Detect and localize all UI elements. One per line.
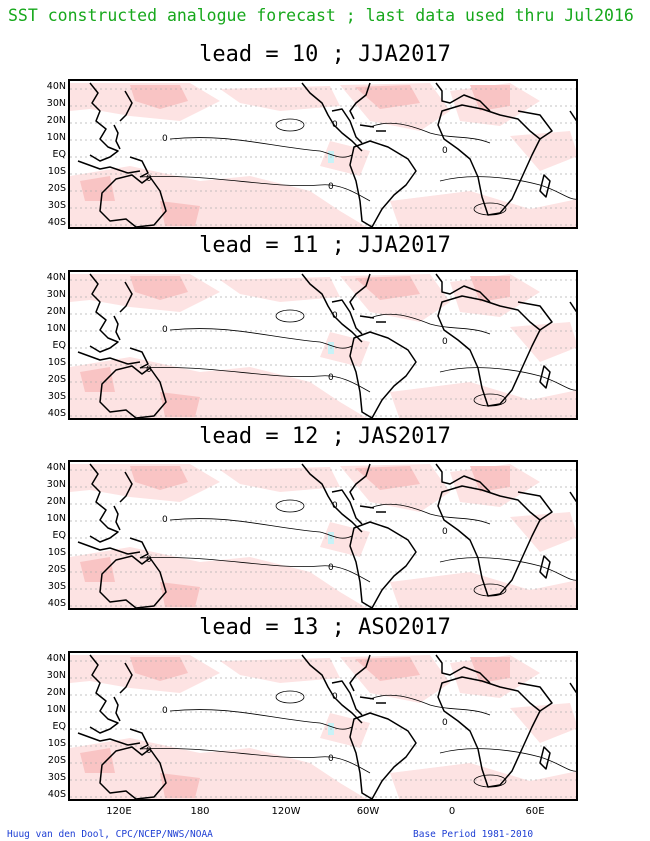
lat-label-eq: EQ: [52, 340, 66, 351]
lat-label-40s: 40S: [47, 789, 66, 800]
panel-title-lead-11: lead = 11 ; JJA2017: [199, 233, 451, 258]
lat-label-30n: 30N: [46, 289, 66, 300]
lat-label-30s: 30S: [47, 200, 66, 211]
lat-label-20n: 20N: [46, 306, 66, 317]
lat-label-10n: 10N: [46, 704, 66, 715]
panel-title-lead-12: lead = 12 ; JAS2017: [199, 424, 451, 449]
lat-label-20s: 20S: [47, 755, 66, 766]
credit-author: Huug van den Dool, CPC/NCEP/NWS/NOAA: [7, 829, 213, 840]
map-svg: [70, 273, 576, 418]
lat-label-20n: 20N: [46, 687, 66, 698]
lat-label-20s: 20S: [47, 374, 66, 385]
lat-label-40n: 40N: [46, 462, 66, 473]
lat-label-30n: 30N: [46, 479, 66, 490]
lat-label-40s: 40S: [47, 408, 66, 419]
lon-label-120w: 120W: [271, 806, 301, 817]
lon-label-0: 0: [448, 806, 456, 817]
lat-label-40n: 40N: [46, 653, 66, 664]
map-panel-lead-12: [68, 460, 578, 610]
map-svg: [70, 654, 576, 799]
lat-label-40s: 40S: [47, 217, 66, 228]
lat-label-eq: EQ: [52, 530, 66, 541]
lat-label-20n: 20N: [46, 496, 66, 507]
panel-title-lead-13: lead = 13 ; ASO2017: [199, 615, 451, 640]
lat-label-10n: 10N: [46, 323, 66, 334]
map-svg: [70, 82, 576, 227]
lat-label-eq: EQ: [52, 721, 66, 732]
panel-title-lead-10: lead = 10 ; JJA2017: [199, 42, 451, 67]
lat-label-20s: 20S: [47, 564, 66, 575]
lat-label-30s: 30S: [47, 772, 66, 783]
lon-label-120e: 120E: [106, 806, 132, 817]
lat-label-10s: 10S: [47, 166, 66, 177]
lat-label-20s: 20S: [47, 183, 66, 194]
credit-base-period: Base Period 1981-2010: [413, 829, 534, 840]
lat-label-30n: 30N: [46, 98, 66, 109]
lon-label-180: 180: [190, 806, 210, 817]
lat-label-10n: 10N: [46, 132, 66, 143]
lat-label-40n: 40N: [46, 272, 66, 283]
lat-label-40n: 40N: [46, 81, 66, 92]
lat-label-10s: 10S: [47, 738, 66, 749]
page-title: SST constructed analogue forecast ; last…: [8, 6, 634, 25]
lat-label-eq: EQ: [52, 149, 66, 160]
lat-label-10s: 10S: [47, 357, 66, 368]
map-panel-lead-13: [68, 651, 578, 801]
lon-label-60w: 60W: [356, 806, 380, 817]
map-panel-lead-10: [68, 79, 578, 229]
lat-label-40s: 40S: [47, 598, 66, 609]
map-svg: [70, 463, 576, 608]
lon-label-60e: 60E: [525, 806, 545, 817]
lat-label-10s: 10S: [47, 547, 66, 558]
lat-label-30s: 30S: [47, 581, 66, 592]
map-panel-lead-11: [68, 270, 578, 420]
lat-label-30s: 30S: [47, 391, 66, 402]
lat-label-10n: 10N: [46, 513, 66, 524]
lat-label-20n: 20N: [46, 115, 66, 126]
lat-label-30n: 30N: [46, 670, 66, 681]
